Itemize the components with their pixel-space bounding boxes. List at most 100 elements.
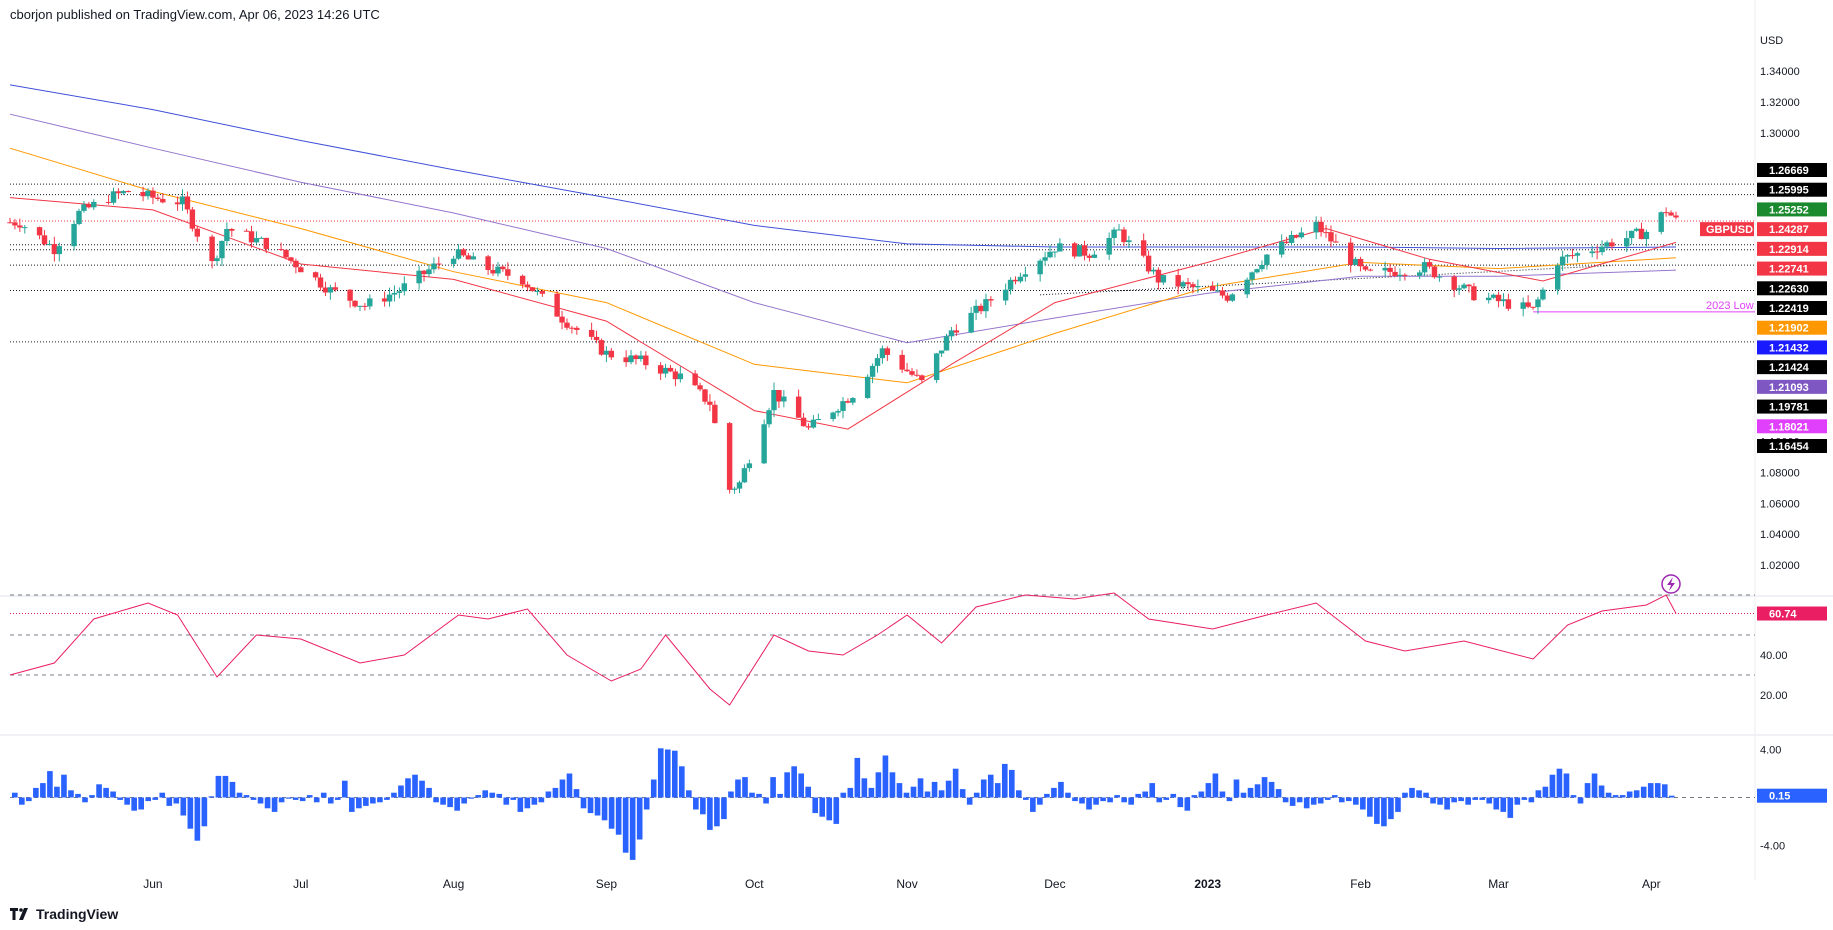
candle-body bbox=[1535, 299, 1541, 308]
histogram-bar bbox=[1079, 797, 1085, 804]
histogram-bar bbox=[1149, 783, 1156, 798]
candle-body bbox=[766, 410, 772, 425]
price-badge-label: 1.22419 bbox=[1769, 303, 1809, 315]
candle-body bbox=[1318, 221, 1324, 233]
histogram-bar bbox=[903, 792, 910, 798]
candle-body bbox=[155, 197, 161, 199]
histogram-bar bbox=[917, 778, 924, 798]
candle-body bbox=[431, 263, 437, 270]
histogram-bar bbox=[840, 792, 847, 798]
histogram-bar bbox=[686, 790, 692, 798]
candle-body bbox=[283, 249, 289, 258]
candle-body bbox=[1155, 269, 1162, 283]
histogram-bar bbox=[693, 797, 699, 810]
histogram-bar bbox=[531, 797, 538, 805]
candle-body bbox=[638, 355, 644, 360]
candle-body bbox=[1643, 231, 1650, 240]
price-badge-label: 1.22630 bbox=[1769, 283, 1809, 295]
ema100-line bbox=[9, 113, 1677, 344]
time-tick-label: Aug bbox=[443, 877, 464, 891]
candle-body bbox=[726, 423, 733, 490]
histogram-bar bbox=[215, 775, 222, 798]
histogram-bar bbox=[1423, 792, 1429, 798]
price-tick-label: 1.30000 bbox=[1760, 128, 1800, 140]
candle-body bbox=[850, 398, 856, 403]
histogram-bar bbox=[1177, 797, 1184, 808]
publisher-line: cborjon published on TradingView.com, Ap… bbox=[10, 7, 380, 22]
histogram-bar bbox=[510, 797, 517, 800]
histogram-bar bbox=[973, 792, 980, 798]
histogram-bar bbox=[650, 779, 657, 798]
candle-body bbox=[943, 336, 950, 351]
candlesticks bbox=[7, 186, 1679, 494]
histogram-bar bbox=[538, 797, 545, 803]
candle-body bbox=[1037, 260, 1043, 275]
histogram-bar bbox=[243, 795, 250, 798]
candle-body bbox=[1525, 302, 1531, 307]
histogram-bar bbox=[945, 780, 952, 798]
histogram-bar bbox=[1626, 791, 1633, 798]
histogram-bar bbox=[1514, 797, 1521, 805]
histogram-bar bbox=[264, 797, 271, 809]
candle-body bbox=[909, 371, 915, 375]
histogram-bar bbox=[1360, 797, 1366, 810]
candle-body bbox=[978, 305, 984, 312]
candle-body bbox=[1426, 262, 1433, 267]
histogram-bar bbox=[1016, 790, 1022, 798]
candle-body bbox=[919, 375, 925, 381]
candle-body bbox=[1264, 254, 1270, 265]
candle-body bbox=[401, 283, 408, 292]
candle-body bbox=[657, 365, 664, 374]
symbol-badge bbox=[1700, 222, 1754, 237]
histogram-bar bbox=[1556, 768, 1563, 798]
footer-brand[interactable]: TradingView bbox=[10, 906, 118, 922]
candle-body bbox=[386, 294, 393, 302]
candle-body bbox=[485, 256, 491, 270]
symbol-badge-label: GBPUSD bbox=[1706, 224, 1753, 236]
candle-body bbox=[1362, 266, 1369, 270]
histogram-bar bbox=[1198, 791, 1205, 798]
histogram-bar bbox=[1500, 797, 1507, 812]
histogram-bar bbox=[482, 790, 489, 798]
candle-body bbox=[564, 322, 570, 328]
candle-body bbox=[623, 357, 629, 363]
histogram-bar bbox=[700, 797, 706, 815]
candle-body bbox=[899, 354, 905, 370]
price-badge bbox=[1757, 379, 1827, 394]
histogram-bar bbox=[784, 772, 790, 798]
histogram-bar bbox=[1240, 792, 1247, 798]
histogram-bar bbox=[1647, 783, 1654, 798]
time-tick-label: Jun bbox=[143, 877, 162, 891]
histogram-bar bbox=[1142, 791, 1149, 798]
candle-body bbox=[189, 209, 196, 229]
histogram-bar bbox=[1037, 797, 1043, 805]
histogram-bar bbox=[341, 780, 348, 798]
tradingview-logo-icon bbox=[10, 908, 30, 920]
candle-body bbox=[1185, 282, 1191, 285]
candle-body bbox=[879, 348, 886, 359]
candle-body bbox=[426, 269, 432, 275]
histogram-bar bbox=[1100, 797, 1106, 802]
candle-body bbox=[1249, 272, 1255, 280]
histogram-bar bbox=[1542, 786, 1549, 798]
candle-body bbox=[110, 191, 117, 203]
candle-body bbox=[1554, 265, 1561, 290]
histogram-bar bbox=[1353, 797, 1359, 805]
candle-body bbox=[22, 227, 28, 229]
histogram-bar bbox=[349, 797, 355, 812]
candle-body bbox=[574, 327, 580, 330]
candle-body bbox=[1259, 264, 1265, 270]
histogram-bar bbox=[994, 783, 1001, 798]
histogram-bar bbox=[187, 797, 194, 829]
candle-body bbox=[1520, 302, 1526, 309]
price-badge-label: 1.16454 bbox=[1769, 441, 1810, 453]
histogram-bar bbox=[19, 797, 25, 805]
candle-body bbox=[322, 287, 329, 293]
histogram-bar bbox=[138, 797, 144, 810]
candle-body bbox=[317, 277, 324, 288]
histogram-bar bbox=[980, 779, 987, 798]
candle-body bbox=[495, 266, 501, 274]
trendline bbox=[1040, 265, 1612, 296]
histogram-bar bbox=[1654, 783, 1661, 798]
